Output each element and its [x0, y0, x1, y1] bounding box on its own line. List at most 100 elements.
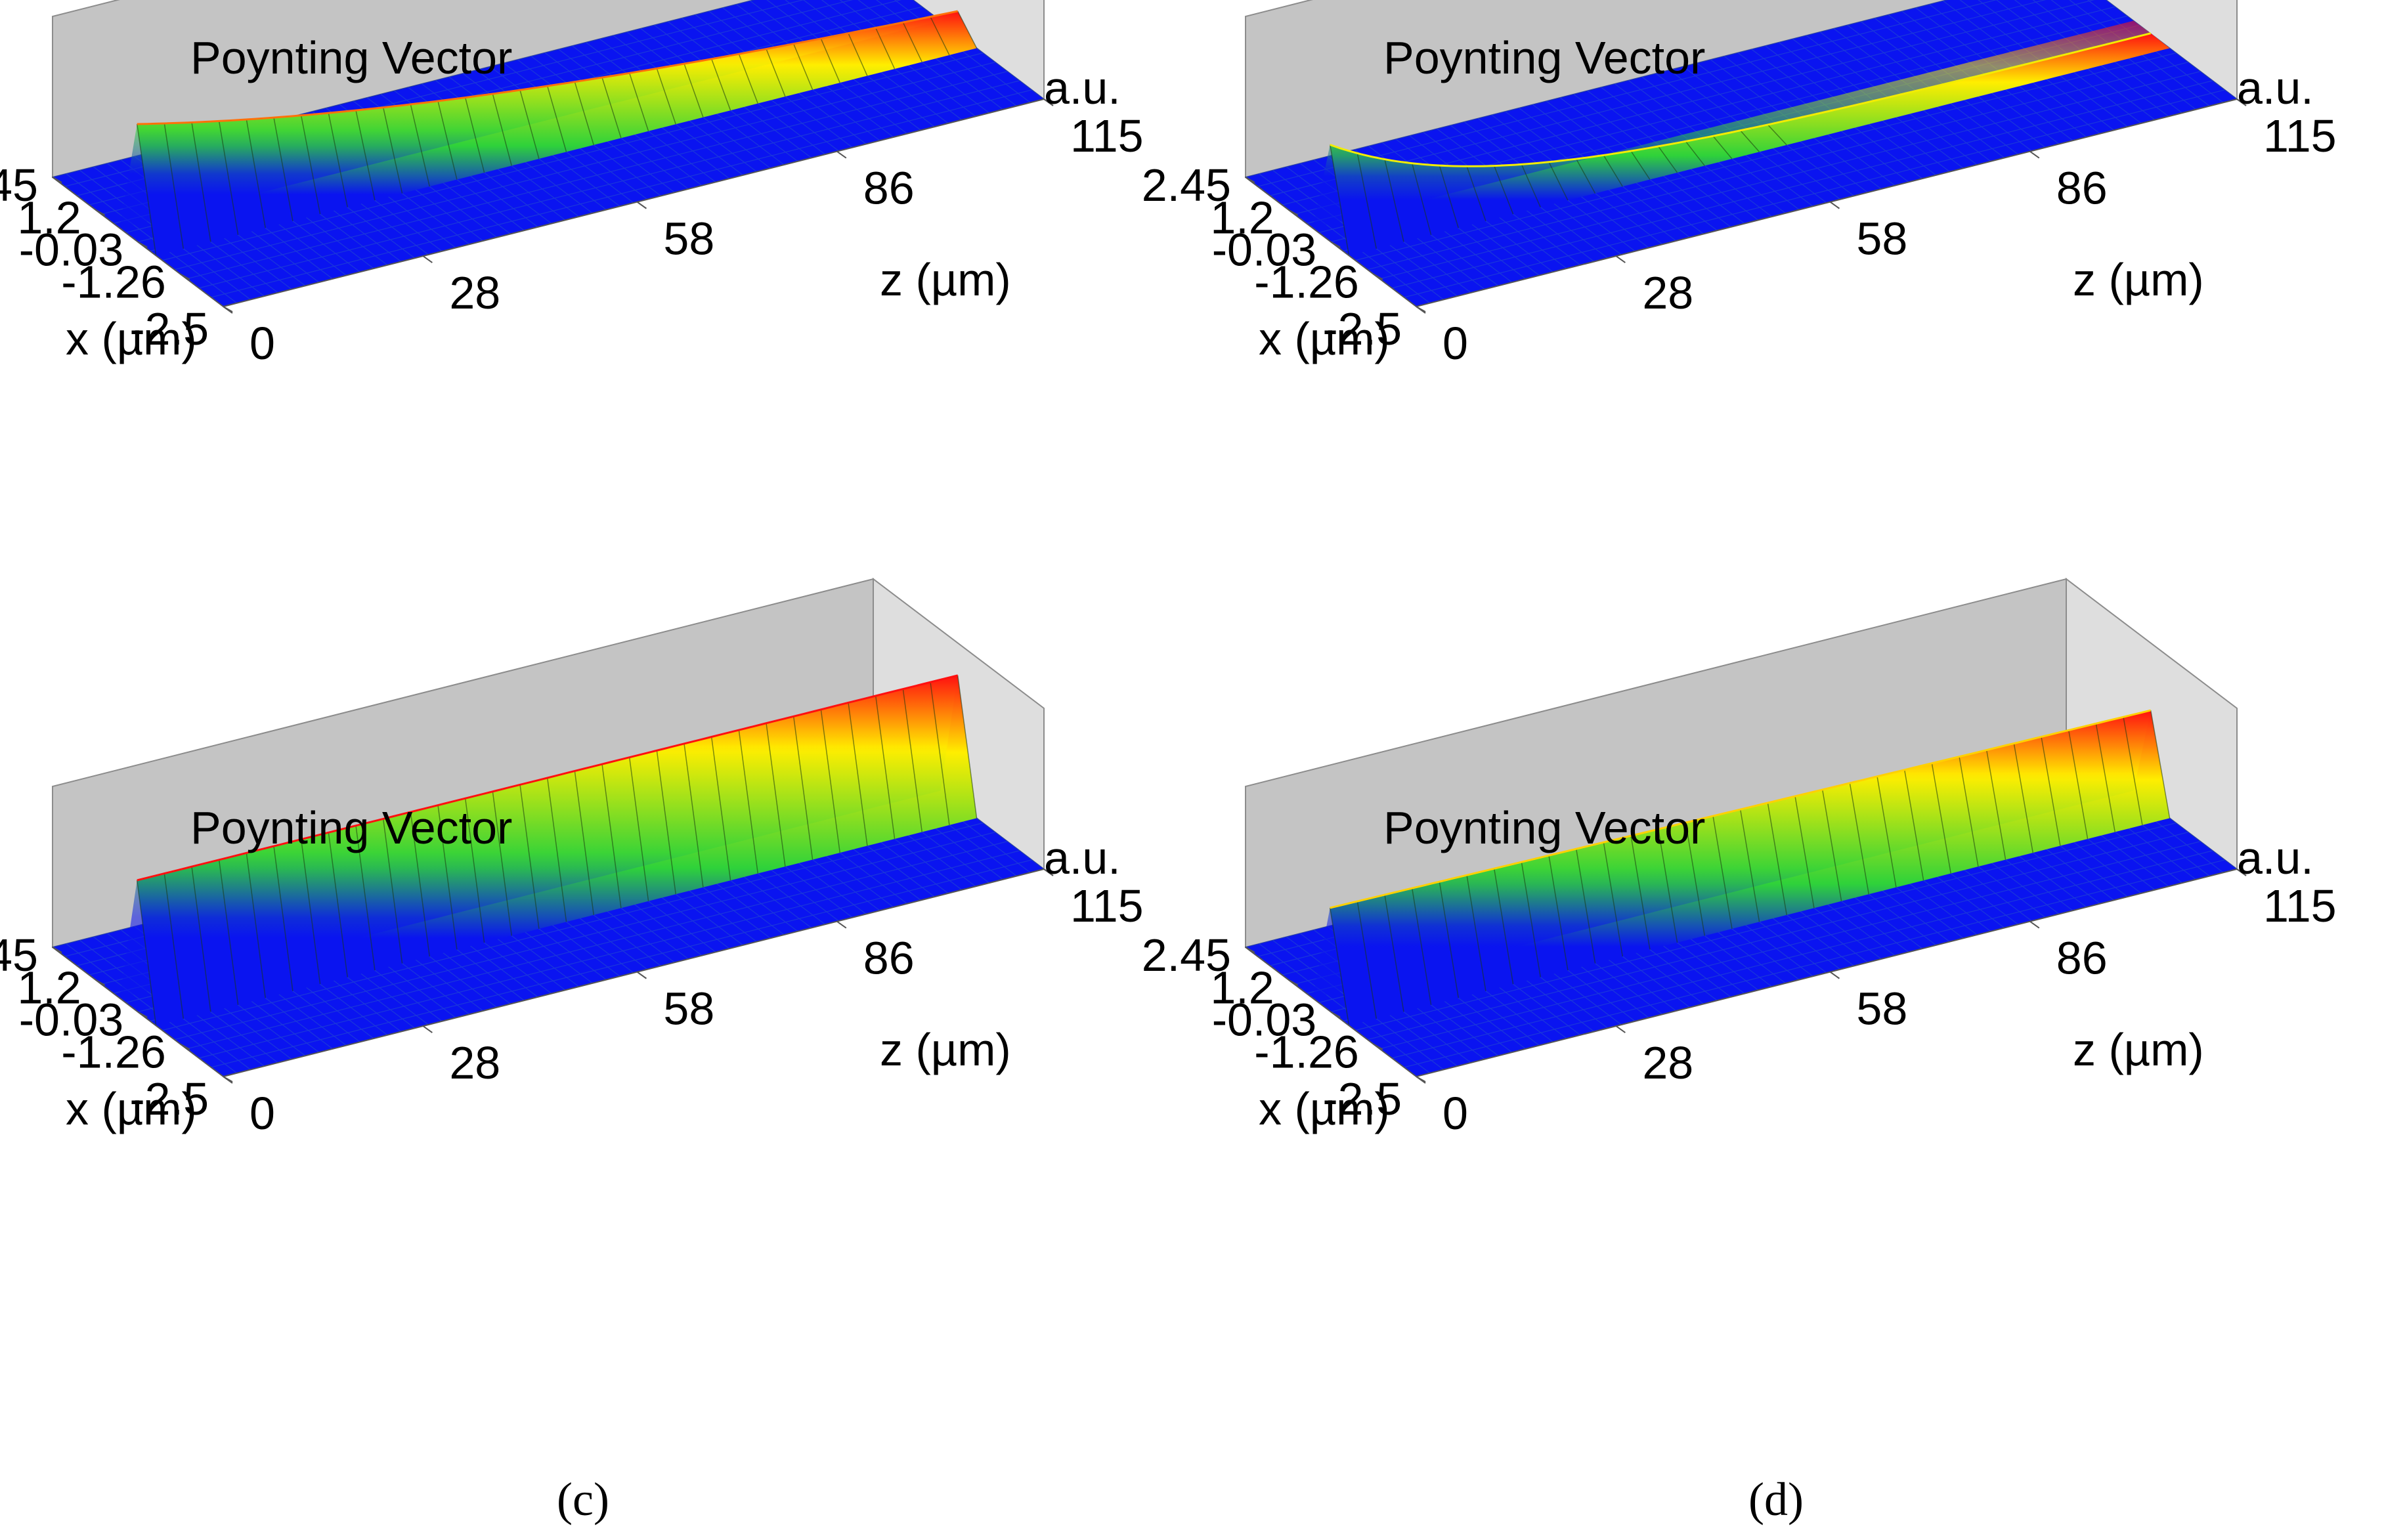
- surface-plot: 2.451.2-0.03-1.26-2.5 0 28 58 86 115 x (µm) z (…: [1142, 0, 2337, 756]
- z-tick-mark: [636, 201, 647, 209]
- z-tick-label: 0: [1442, 1088, 1468, 1139]
- x-tick-label: -1.26: [1254, 257, 1359, 308]
- z-tick-mark: [2236, 868, 2247, 876]
- z-axis-line: [223, 98, 1045, 307]
- x-axis-label: x (µm): [66, 313, 197, 364]
- z-tick-mark: [223, 1076, 233, 1084]
- x-tick-label: -2.5: [1322, 303, 1402, 354]
- z-tick-mark: [1416, 306, 1426, 314]
- z-tick-mark: [1615, 1025, 1626, 1033]
- z-axis-label: z (µm): [880, 254, 1011, 305]
- x-tick-label: -0.03: [19, 225, 124, 276]
- x-tick-label: 2.45: [1142, 930, 1231, 981]
- x-tick-mark: [137, 241, 148, 248]
- z-tick-mark: [2029, 920, 2040, 929]
- vertical-axis-unit: a.u.: [2237, 62, 2314, 114]
- chart-panel-d: 2.45 1.2 -0.03 -1.26 -2.5 0 28 58 86 115 x (µm) z (…: [1142, 577, 2386, 1540]
- chart-title: Poynting Vector: [1383, 32, 1705, 83]
- z-tick-label: 115: [2263, 110, 2337, 161]
- z-tick-label: 0: [249, 318, 275, 369]
- z-tick-mark: [1043, 98, 1054, 106]
- ridge-mesh: [136, 675, 978, 1026]
- x-axis-line: [1245, 177, 1417, 307]
- x-tick-mark: [1330, 241, 1341, 248]
- vertical-axis-unit: a.u.: [1044, 62, 1121, 114]
- chart-panel-c: 2.451.2-0.03-1.26-2.5 0 28 58 86 115 x (µm) z (…: [0, 577, 1193, 1540]
- surface-plot: 2.451.2-0.03-1.26-2.5 0 28 58 86 115 x (µm) z (…: [1142, 577, 2337, 1526]
- x-tick-mark: [1288, 209, 1299, 216]
- z-tick-label: 86: [863, 933, 915, 984]
- z-axis-line: [223, 868, 1045, 1077]
- x-tick-label: 2.45: [1142, 160, 1231, 211]
- z-tick-mark: [1829, 201, 1840, 209]
- z-tick-label: 115: [2263, 880, 2337, 931]
- x-tick-label: -0.03: [1212, 995, 1317, 1046]
- z-tick-label: 28: [449, 1037, 500, 1088]
- ridge-back-slope: [119, 675, 958, 998]
- vertical-axis-unit: a.u.: [1044, 832, 1121, 884]
- z-tick-mark: [1416, 1076, 1426, 1084]
- x-tick-mark: [52, 947, 62, 953]
- x-tick-label: 1.2: [1210, 192, 1274, 244]
- x-tick-label: -0.03: [1212, 225, 1317, 276]
- chart-title: Poynting Vector: [1383, 802, 1705, 853]
- x-axis-label: x (µm): [66, 1083, 197, 1134]
- z-tick-label: 58: [1856, 983, 1907, 1035]
- z-axis-line: [1416, 868, 2238, 1077]
- x-axis-label: x (µm): [1259, 1083, 1390, 1134]
- z-tick-label: 115: [1070, 110, 1144, 161]
- x-tick-label: -0.03: [19, 995, 124, 1046]
- x-tick-label: 2.45: [0, 930, 38, 981]
- z-tick-mark: [223, 306, 233, 314]
- z-tick-label: 86: [2056, 933, 2108, 984]
- x-tick-label: -1.26: [61, 1027, 166, 1078]
- x-tick-label: -2.5: [129, 1073, 209, 1124]
- z-tick-label: 86: [863, 163, 915, 214]
- x-tick-mark: [1330, 1011, 1341, 1018]
- chart-panel-b: 2.45 1.2 -0.03 -1.26 -2.5 0 28 58 86 115 x (µm) z (…: [1142, 0, 2386, 770]
- z-tick-label: 58: [1856, 213, 1907, 265]
- ridge-crest: [1330, 709, 2152, 909]
- x-tick-mark: [52, 177, 62, 183]
- ridge-crest: [137, 674, 959, 882]
- x-tick-mark: [1245, 177, 1255, 183]
- x-tick-mark: [1373, 1043, 1383, 1050]
- x-tick-mark: [180, 1043, 190, 1050]
- z-tick-label: 58: [663, 983, 714, 1035]
- z-tick-mark: [2236, 98, 2247, 106]
- x-tick-mark: [95, 209, 106, 216]
- x-tick-mark: [1288, 979, 1299, 986]
- z-tick-mark: [836, 920, 847, 929]
- x-tick-mark: [1245, 947, 1255, 953]
- z-tick-label: 0: [249, 1088, 275, 1139]
- z-tick-label: 86: [2056, 163, 2108, 214]
- z-tick-mark: [422, 255, 433, 263]
- surface-plot: 2.451.2-0.03-1.26-2.5 0 28 58 86 115 x (µm) z (…: [0, 0, 1144, 756]
- z-tick-mark: [636, 971, 647, 979]
- x-tick-label: 1.2: [1210, 962, 1274, 1014]
- z-tick-label: 115: [1070, 880, 1144, 931]
- ridge-crest: [1330, 32, 2152, 167]
- x-tick-label: -2.5: [1322, 1073, 1402, 1124]
- z-axis-line: [1416, 98, 2238, 307]
- ridge-back-slope: [1312, 20, 2151, 228]
- z-axis-label: z (µm): [2073, 254, 2204, 305]
- z-tick-label: 0: [1442, 318, 1468, 369]
- ridge-mesh: [136, 11, 978, 256]
- ridge-back-slope: [1312, 710, 2151, 998]
- z-tick-label: 58: [663, 213, 714, 265]
- z-tick-label: 28: [1642, 1037, 1693, 1088]
- z-tick-mark: [422, 1025, 433, 1033]
- x-tick-label: 1.2: [17, 192, 81, 244]
- ridge-mesh: [1329, 710, 2171, 1026]
- x-tick-label: -1.26: [61, 257, 166, 308]
- x-axis-line: [52, 947, 224, 1077]
- z-tick-mark: [1043, 868, 1054, 876]
- ridge-surface: [137, 11, 977, 256]
- x-axis-label: x (µm): [1259, 313, 1390, 364]
- z-tick-mark: [2029, 150, 2040, 159]
- chart-title: Poynting Vector: [190, 802, 512, 853]
- z-tick-mark: [1829, 971, 1840, 979]
- x-tick-label: 1.2: [17, 962, 81, 1014]
